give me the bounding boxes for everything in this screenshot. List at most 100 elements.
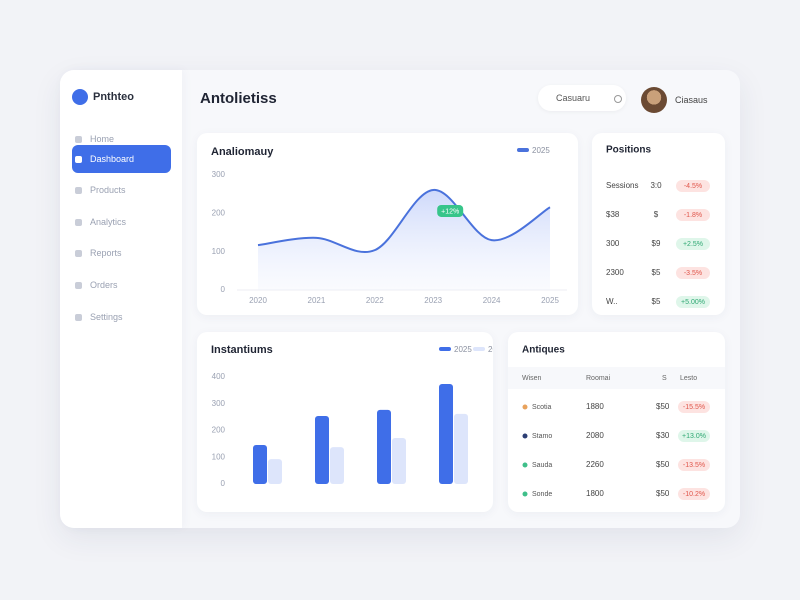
- row-dot: [522, 491, 528, 497]
- change-label: +5.00%: [681, 299, 705, 306]
- table-header: Wisen: [522, 375, 542, 382]
- change-pill: [676, 180, 710, 192]
- bar: [439, 383, 453, 484]
- x-tick-label: 2025: [541, 296, 559, 305]
- legend-swatch: [517, 148, 529, 152]
- bar: [330, 447, 344, 484]
- table-header-bg: [508, 367, 725, 389]
- nav-label[interactable]: Dashboard: [90, 154, 135, 164]
- brand-logo: [72, 89, 88, 105]
- bar: [454, 413, 468, 484]
- change-pill: [676, 238, 710, 250]
- row-value: 3:0: [650, 181, 662, 190]
- bar: [392, 437, 406, 484]
- change-label: +13.0%: [682, 433, 706, 440]
- row-dot: [522, 462, 528, 468]
- cell: 2080: [586, 431, 604, 440]
- y-tick-label: 100: [212, 452, 226, 461]
- row-label: W..: [606, 297, 618, 306]
- nav-item[interactable]: Products: [72, 176, 171, 204]
- change-label: -1.8%: [684, 212, 702, 219]
- change-label: -15.5%: [683, 404, 705, 411]
- nav-label[interactable]: Home: [90, 134, 115, 144]
- row-value: $: [654, 210, 659, 219]
- nav-icon: [75, 155, 82, 163]
- nav-icon: [75, 281, 82, 289]
- table-header: Roomai: [586, 375, 611, 382]
- nav-label[interactable]: Orders: [90, 280, 118, 290]
- cell: Sonde: [532, 491, 552, 498]
- nav-item[interactable]: Orders: [72, 271, 171, 299]
- nav-item[interactable]: Home: [72, 125, 171, 153]
- nav-item[interactable]: Dashboard: [72, 145, 171, 173]
- nav-item[interactable]: Analytics: [72, 208, 171, 236]
- search-icon[interactable]: [614, 95, 622, 103]
- user-name[interactable]: Ciasaus: [675, 95, 708, 105]
- brand-name: Pnthteo: [93, 91, 134, 103]
- x-tick-label: 2023: [424, 296, 442, 305]
- card-title: Positions: [606, 145, 651, 156]
- row-value: $5: [652, 297, 661, 306]
- avatar[interactable]: [641, 87, 667, 113]
- nav-label[interactable]: Products: [90, 185, 126, 195]
- x-tick-label: 2022: [366, 296, 384, 305]
- nav-label[interactable]: Settings: [90, 312, 123, 322]
- bar: [253, 444, 267, 484]
- bar-chart-card: Instantiums 2025 2024 0 100 200 300 400: [197, 332, 493, 512]
- cell: Stamo: [532, 433, 552, 440]
- y-tick-label: 400: [212, 372, 226, 381]
- line-area: [258, 189, 550, 290]
- positions-card: Positions Sessions 3:0 -4.5% $38 $ -1.8% 300 $9 +…: [592, 133, 725, 315]
- annotation: +12%: [441, 208, 459, 215]
- nav-item[interactable]: Reports: [72, 239, 171, 267]
- table-header: S: [662, 375, 667, 382]
- nav-label[interactable]: Analytics: [90, 217, 127, 227]
- y-tick-label: 0: [221, 285, 226, 294]
- line-chart-card: Analiomauy 2025 0 100 200 300 2020 2021 2022 2023…: [197, 133, 578, 315]
- change-pill: [676, 267, 710, 279]
- change-pill: [678, 459, 710, 471]
- row-dot: [522, 404, 528, 410]
- cell: Scotia: [532, 404, 552, 411]
- cell: $30: [656, 431, 670, 440]
- y-tick-label: 0: [221, 479, 226, 488]
- bar: [377, 409, 391, 484]
- x-tick-label: 2024: [483, 296, 501, 305]
- y-tick-label: 200: [212, 208, 226, 217]
- change-label: -10.2%: [683, 491, 705, 498]
- nav-icon: [75, 218, 82, 226]
- page-title: Antolietiss: [200, 90, 277, 107]
- row-label: $38: [606, 210, 620, 219]
- line-series: [257, 188, 551, 253]
- cell: $50: [656, 460, 670, 469]
- nav-label[interactable]: Reports: [90, 248, 122, 258]
- search-box[interactable]: Casuaru: [538, 85, 626, 111]
- nav-icon: [75, 313, 82, 321]
- change-pill: [678, 401, 710, 413]
- y-tick-label: 200: [212, 426, 226, 435]
- change-pill: [676, 296, 710, 308]
- row-dot: [522, 433, 528, 439]
- x-tick-label: 2021: [308, 296, 326, 305]
- y-tick-label: 300: [212, 399, 226, 408]
- card-title: Antiques: [522, 345, 565, 356]
- row-label: 2300: [606, 268, 624, 277]
- cell: $50: [656, 489, 670, 498]
- table-header: Lesto: [680, 375, 697, 382]
- legend-swatch: [473, 347, 485, 351]
- chart-title: Analiomauy: [211, 146, 274, 158]
- bar: [315, 416, 329, 484]
- y-tick-label: 300: [212, 170, 226, 179]
- legend-label: 2025: [454, 345, 472, 354]
- cell: Sauda: [532, 462, 552, 469]
- legend-swatch: [439, 347, 451, 351]
- change-label: -3.5%: [684, 270, 702, 277]
- cell: 1800: [586, 489, 604, 498]
- change-pill: [678, 430, 710, 442]
- row-value: $5: [652, 268, 661, 277]
- bar: [268, 459, 282, 484]
- change-pill: [678, 488, 710, 500]
- nav-icon: [75, 249, 82, 257]
- nav-item[interactable]: Settings: [72, 303, 171, 331]
